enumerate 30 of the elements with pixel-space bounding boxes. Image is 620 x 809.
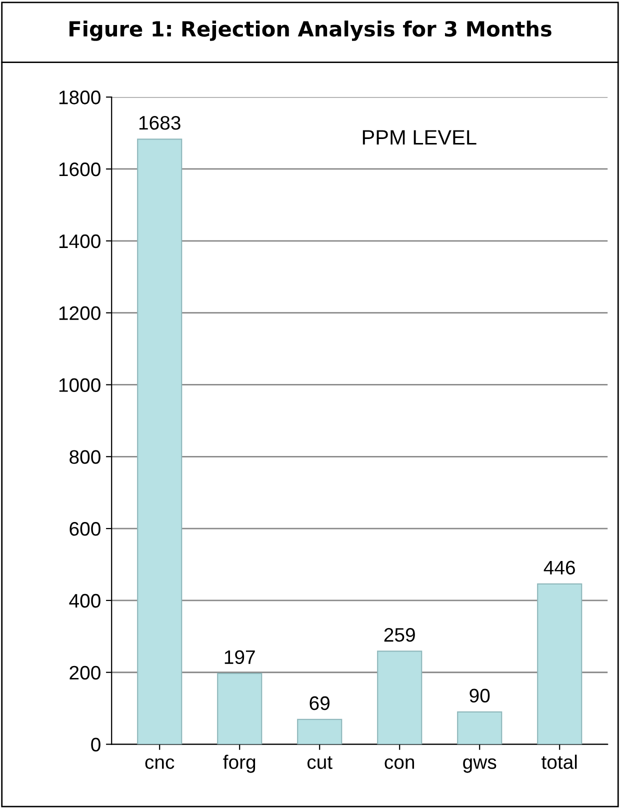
y-tick-label: 200: [70, 666, 100, 680]
data-label: 446: [544, 560, 575, 575]
x-tick-label: con: [384, 758, 414, 769]
bar: [137, 138, 182, 744]
x-tick-label: forg: [223, 754, 256, 773]
x-tick-label: cut: [307, 756, 332, 769]
x-tick-label: gws: [463, 758, 496, 773]
data-label: 259: [384, 628, 415, 642]
bar: [297, 718, 342, 744]
y-tick-label: 1600: [59, 162, 100, 176]
bar: [377, 650, 422, 744]
y-tick-label: 1000: [59, 378, 100, 392]
data-label: 197: [224, 650, 255, 664]
annotation: PPM LEVEL: [362, 130, 476, 145]
y-tick-label: 400: [69, 594, 100, 608]
y-tick-label: 1200: [59, 306, 100, 320]
data-label: 1683: [139, 116, 180, 130]
bar: [217, 672, 262, 744]
bar: [457, 711, 502, 744]
data-label: 90: [470, 688, 490, 703]
y-tick-label: 1800: [59, 90, 100, 104]
data-label: 69: [310, 696, 330, 710]
y-tick-label: 0: [91, 738, 100, 752]
chart-title: Figure 1: Rejection Analysis for 3 Months: [70, 20, 552, 41]
bar: [537, 583, 582, 744]
y-tick-label: 800: [70, 450, 100, 464]
x-tick-label: cnc: [145, 758, 174, 769]
y-tick-label: 1400: [59, 234, 100, 248]
x-tick-label: total: [542, 754, 577, 769]
y-tick-label: 600: [70, 522, 100, 536]
